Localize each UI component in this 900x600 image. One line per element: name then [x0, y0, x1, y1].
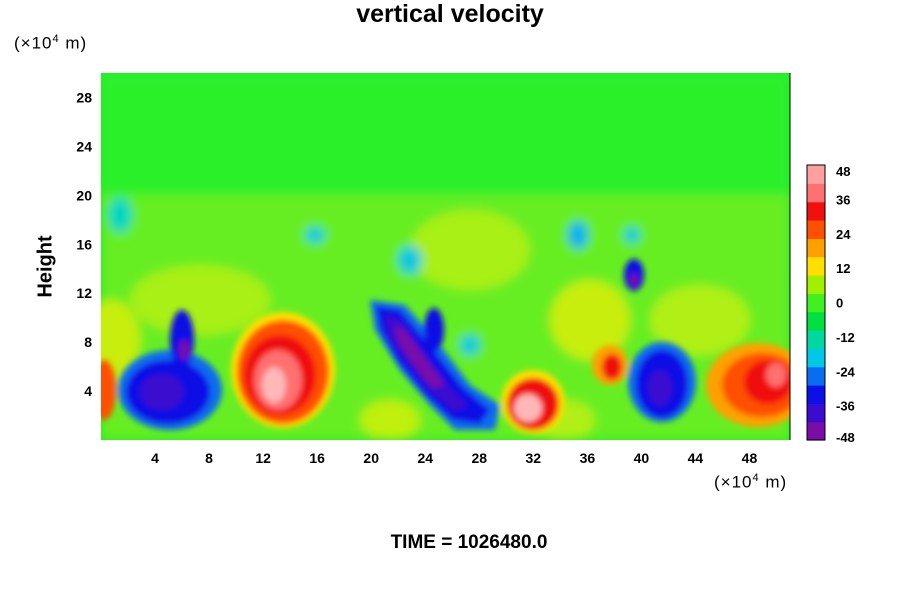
x-axis-ticks: 4 8 12 16 20 24 28 32 36 40 44 48 [151, 450, 757, 466]
colorbar-band [807, 275, 825, 294]
feature-blobs [101, 259, 790, 434]
time-label: TIME = 1026480.0 [390, 532, 548, 553]
colorbar-band [807, 385, 825, 404]
x-tick-label: 8 [205, 450, 213, 466]
x-tick-label: 40 [634, 450, 650, 466]
colorbar-band [807, 201, 825, 221]
colorbar-band [807, 256, 825, 276]
colorbar-tick-label: -48 [836, 430, 855, 445]
y-axis-unit: (×104 m) [14, 33, 88, 53]
y-tick-label: 12 [76, 285, 92, 301]
colorbar-tick-label: 12 [836, 261, 850, 276]
chart-title: vertical velocity [356, 0, 544, 28]
x-tick-label: 4 [151, 450, 159, 466]
colorbar-tick-label: 48 [836, 164, 850, 179]
colorbar-tick-label: 36 [836, 192, 850, 207]
colorbar-band [807, 330, 825, 349]
x-tick-label: 20 [363, 450, 379, 466]
y-tick-label: 16 [76, 236, 92, 252]
colorbar-band [807, 293, 825, 313]
colorbar-tick-label: 0 [836, 296, 843, 311]
colorbar-tick-label: 24 [836, 227, 851, 242]
x-tick-label: 28 [471, 450, 487, 466]
y-tick-label: 4 [84, 383, 92, 399]
colorbar-band [807, 348, 825, 368]
colorbar-tick-label: -36 [836, 399, 855, 414]
x-tick-label: 32 [526, 450, 542, 466]
x-tick-label: 36 [580, 450, 596, 466]
y-tick-label: 28 [76, 89, 92, 105]
x-tick-label: 48 [742, 450, 758, 466]
colorbar-band [807, 366, 825, 386]
colorbar-band [807, 165, 825, 184]
x-tick-label: 44 [688, 450, 704, 466]
colorbar-frame [806, 164, 826, 441]
colorbar-band [807, 311, 825, 331]
x-tick-label: 12 [255, 450, 271, 466]
x-axis-unit: (×104 m) [714, 472, 788, 492]
x-tick-label: 16 [309, 450, 325, 466]
x-tick-label: 24 [417, 450, 433, 466]
colorbar [806, 164, 826, 441]
colorbar-band [807, 220, 825, 239]
colorbar-band [807, 238, 825, 258]
colorbar-band [807, 183, 825, 203]
y-tick-label: 24 [76, 138, 92, 154]
colorbar-tick-label: -12 [836, 330, 855, 345]
colorbar-band [807, 403, 825, 423]
colorbar-tick-label: -24 [836, 364, 856, 379]
y-axis-ticks: 4 8 12 16 20 24 28 [76, 89, 92, 399]
plot-area [101, 73, 790, 440]
colorbar-ticks: 48 36 24 12 0 -12 -24 -36 -48 [836, 164, 856, 445]
y-tick-label: 20 [76, 187, 92, 203]
y-tick-label: 8 [84, 334, 92, 350]
colorbar-band [807, 421, 825, 441]
